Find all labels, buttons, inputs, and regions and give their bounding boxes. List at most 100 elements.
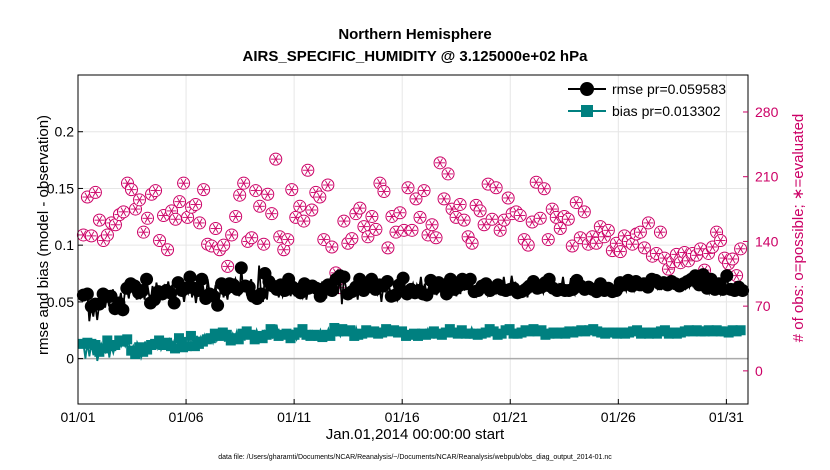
obs-point <box>381 241 395 255</box>
obs-point <box>100 228 114 242</box>
obs-point <box>457 213 471 227</box>
obs-point <box>553 221 567 235</box>
obs-point <box>189 197 203 211</box>
grid <box>77 75 748 404</box>
rmse-series-point <box>736 284 750 298</box>
rmse-series-point <box>234 261 248 275</box>
rmse-series-point <box>116 303 130 317</box>
rmse-series-point <box>211 298 225 312</box>
obs-point <box>293 199 307 213</box>
obs-point <box>337 214 351 228</box>
obs-point <box>281 233 295 247</box>
obs-point <box>653 225 667 239</box>
x-tick-label: 01/01 <box>60 409 95 425</box>
rmse-series-point <box>92 297 106 311</box>
obs-point <box>149 184 163 198</box>
y2-axis-label: # of obs: o=possible; ∗=evaluated <box>790 114 807 343</box>
x-tick-label: 01/21 <box>493 409 528 425</box>
obs-point <box>161 243 175 257</box>
obs-point <box>257 237 271 251</box>
obs-point <box>714 233 728 247</box>
rmse-series-point <box>183 270 197 284</box>
obs-point <box>249 184 263 198</box>
y2-tick-label: 210 <box>755 169 779 185</box>
obs-point <box>92 213 106 227</box>
x-tick-label: 01/11 <box>277 409 311 425</box>
rmse-series-point <box>167 296 181 310</box>
obs-point <box>569 196 583 210</box>
legend: rmse pr=0.059583 bias pr=0.013302 <box>568 81 726 119</box>
rmse-series-point <box>191 284 205 298</box>
obs-point <box>253 199 267 213</box>
rmse-series-point <box>80 287 94 301</box>
obs-point <box>405 223 419 237</box>
obs-point <box>181 210 195 224</box>
obs-point <box>361 230 375 244</box>
y-tick-label: 0.2 <box>55 124 75 140</box>
obs-point <box>233 188 247 202</box>
obs-point <box>489 181 503 195</box>
obs-point <box>537 182 551 196</box>
obs-point <box>501 191 515 205</box>
obs-point <box>345 232 359 246</box>
obs-point <box>321 178 335 192</box>
obs-point <box>285 183 299 197</box>
x-axis-label: Jan.01,2014 00:00:00 start <box>326 426 505 443</box>
x-axis: 01/01 01/06 01/11 01/16 01/21 01/26 01/31 <box>60 399 744 425</box>
obs-point <box>357 220 371 234</box>
obs-point <box>265 207 279 221</box>
bias-series <box>78 322 746 362</box>
obs-point <box>325 240 339 254</box>
x-tick-label: 01/16 <box>385 409 420 425</box>
rmse-series-point <box>337 270 351 284</box>
obs-point <box>409 192 423 206</box>
obs-point <box>88 185 102 199</box>
obs-point <box>465 236 479 250</box>
obs-point <box>497 213 511 227</box>
bias-series-point <box>173 333 184 344</box>
x-tick-label: 01/26 <box>601 409 636 425</box>
y-axis-label: rmse and bias (model - observation) <box>35 115 52 355</box>
rmse-series-point <box>254 287 268 301</box>
obs-point <box>413 210 427 224</box>
obs-point <box>313 190 327 204</box>
y2-tick-label: 70 <box>755 298 771 314</box>
bias-series-point <box>325 330 336 341</box>
x-tick-label: 01/31 <box>709 409 744 425</box>
obs-point <box>565 239 579 253</box>
obs-point <box>453 197 467 211</box>
chart-subtitle: AIRS_SPECIFIC_HUMIDITY @ 3.125000e+02 hP… <box>243 48 589 65</box>
obs-point <box>385 209 399 223</box>
obs-point <box>261 187 275 201</box>
obs-point <box>108 218 122 232</box>
rmse-series-point <box>396 271 410 285</box>
obs-point <box>169 212 183 226</box>
obs-point <box>353 201 367 215</box>
obs-point <box>177 176 191 190</box>
rmse-series-point <box>720 269 734 283</box>
bias-series-point <box>185 330 196 341</box>
bias-series-point <box>130 349 141 360</box>
obs-point <box>116 205 130 219</box>
obs-point <box>513 209 527 223</box>
obs-point <box>245 231 259 245</box>
obs-point <box>429 231 443 245</box>
bias-series-point <box>90 340 101 351</box>
rmse-series-point <box>325 284 339 298</box>
obs-point <box>417 184 431 198</box>
obs-point <box>473 204 487 218</box>
obs-point <box>84 229 98 243</box>
obs-point <box>197 183 211 197</box>
rmse-series-point <box>195 272 209 286</box>
obs-point <box>393 206 407 220</box>
obs-point <box>225 228 239 242</box>
rmse-series-point <box>163 286 177 300</box>
obs-point <box>365 209 379 223</box>
bias-series-point <box>102 335 113 346</box>
y2-tick-label: 140 <box>755 233 779 249</box>
y2-tick-label: 0 <box>755 363 763 379</box>
obs-point <box>217 238 231 252</box>
y-tick-label: 0.05 <box>47 294 74 310</box>
obs-point <box>305 203 319 217</box>
